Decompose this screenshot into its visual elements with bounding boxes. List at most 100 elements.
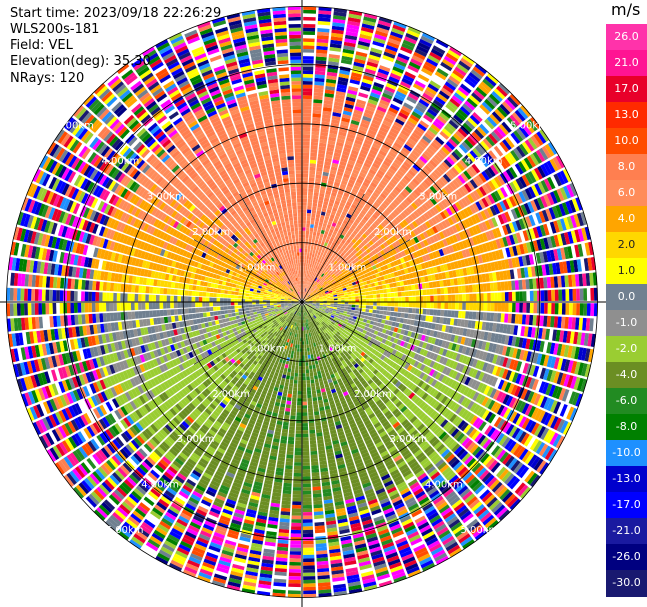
range-gate-bin [312, 120, 321, 125]
range-gate-bin [389, 103, 400, 112]
range-gate-bin [343, 41, 356, 48]
range-gate-bin [314, 375, 318, 380]
range-gate-bin [376, 294, 381, 298]
range-gate-bin [360, 285, 365, 290]
range-gate-bin [330, 39, 343, 45]
range-gate-bin [336, 268, 341, 273]
range-gate-bin [541, 145, 552, 159]
range-gate-bin [302, 230, 306, 235]
range-gate-bin [375, 136, 384, 143]
range-gate-bin [323, 219, 329, 224]
range-gate-bin [338, 164, 346, 170]
range-gate-bin [302, 448, 310, 452]
range-gate-bin [283, 486, 292, 491]
range-gate-bin [314, 414, 320, 419]
range-gate-bin [373, 259, 378, 265]
range-gate-bin [302, 252, 305, 256]
range-gate-bin [320, 277, 324, 281]
range-gate-bin [299, 319, 301, 324]
range-gate-bin [526, 302, 531, 313]
range-gate-bin [327, 205, 333, 211]
range-gate-bin [302, 294, 304, 299]
range-gate-bin [395, 118, 405, 126]
range-gate-bin [355, 102, 366, 109]
range-gate-bin [579, 288, 584, 301]
range-gate-bin [314, 286, 318, 290]
range-gate-bin [358, 230, 364, 236]
range-gate-bin [481, 170, 490, 181]
range-gate-bin [493, 128, 504, 140]
range-gate-bin [338, 255, 343, 260]
range-gate-bin [433, 288, 438, 295]
range-gate-bin [430, 48, 444, 58]
range-gate-bin [288, 572, 301, 577]
range-gate-bin [421, 222, 429, 231]
range-gate-bin [354, 139, 363, 146]
range-gate-bin [417, 216, 425, 224]
range-gate-bin [440, 176, 449, 185]
range-gate-bin [297, 387, 302, 392]
range-gate-bin [288, 583, 301, 588]
range-gate-bin [355, 299, 359, 302]
range-gate-bin [290, 540, 301, 545]
range-gate-bin [347, 17, 361, 23]
range-gate-bin [447, 310, 452, 317]
range-gate-bin [310, 287, 314, 291]
range-gate-bin [484, 98, 496, 110]
range-gate-bin [354, 106, 364, 112]
range-gate-bin [318, 149, 326, 155]
range-gate-bin [432, 139, 442, 148]
range-gate-bin [370, 194, 377, 201]
range-gate-bin [349, 123, 359, 129]
range-gate-bin [376, 257, 382, 263]
range-gate-bin [298, 330, 301, 334]
range-gate-bin [428, 227, 436, 236]
range-gate-bin [322, 274, 326, 279]
range-gate-bin [325, 154, 333, 159]
range-gate-bin [376, 290, 380, 294]
range-gate-bin [317, 251, 321, 256]
range-gate-bin [323, 303, 327, 305]
range-gate-bin [310, 443, 317, 448]
range-gate-bin [330, 267, 335, 272]
range-gate-bin [308, 278, 311, 282]
range-gate-bin [293, 465, 302, 470]
range-gate-bin [393, 199, 400, 206]
range-gate-bin [515, 291, 520, 302]
range-gate-bin [302, 472, 311, 477]
range-gate-bin [326, 209, 332, 214]
range-gate-bin [299, 348, 302, 352]
range-gate-bin [402, 188, 410, 196]
range-gate-bin [325, 238, 330, 244]
range-gate-bin [382, 54, 395, 63]
range-gate-bin [350, 288, 355, 292]
range-gate-bin [380, 306, 384, 311]
range-gate-bin [347, 307, 352, 310]
range-gate-bin [313, 228, 318, 233]
range-gate-bin [357, 268, 363, 273]
range-gate-bin [422, 231, 429, 239]
range-gate-bin [373, 175, 382, 183]
range-gate-bin [303, 9, 317, 14]
range-gate-bin [302, 195, 308, 199]
range-gate-bin [311, 468, 320, 473]
range-gate-bin [458, 159, 468, 169]
range-gate-bin [347, 291, 352, 295]
range-gate-bin [387, 194, 395, 201]
range-gate-bin [302, 362, 306, 367]
range-gate-bin [382, 315, 387, 320]
range-gate-bin [302, 369, 306, 374]
range-gate-bin [513, 130, 524, 142]
range-gate-bin [357, 40, 371, 47]
range-gate-bin [360, 252, 366, 258]
range-gate-bin [296, 408, 302, 413]
range-gate-bin [426, 302, 431, 309]
range-gate-bin [370, 255, 376, 261]
range-gate-bin [367, 234, 374, 240]
range-gate-bin [404, 217, 412, 224]
range-gate-bin [333, 298, 338, 301]
range-gate-bin [323, 299, 327, 301]
range-gate-bin [440, 87, 452, 97]
range-gate-bin [317, 203, 323, 208]
range-gate-bin [401, 243, 407, 250]
